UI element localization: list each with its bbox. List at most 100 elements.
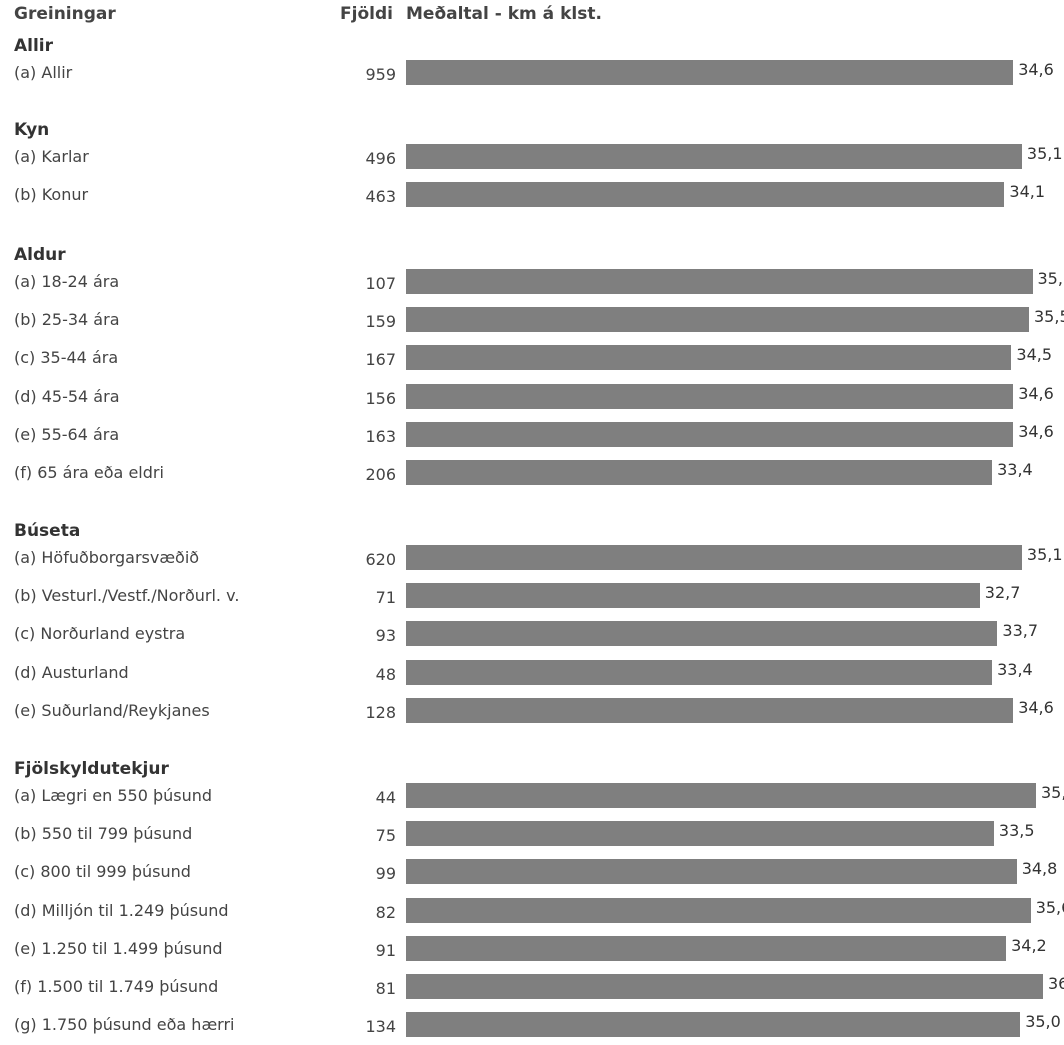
value-label: 34,2 (1011, 936, 1047, 955)
value-label: 35,0 (1025, 1012, 1061, 1031)
bar (406, 660, 992, 685)
category-label: (b) 25-34 ára (14, 310, 120, 329)
bar (406, 821, 994, 846)
category-label: (a) Lægri en 550 þúsund (14, 786, 212, 805)
group-title: Fjölskyldutekjur (14, 759, 169, 779)
count-label: 93 (330, 626, 396, 645)
value-label: 34,6 (1018, 422, 1054, 441)
chart-row: (f) 65 ára eða eldri 206 33,4 (0, 455, 1064, 493)
value-label: 33,4 (997, 660, 1033, 679)
count-label: 167 (330, 350, 396, 369)
value-label: 34,6 (1018, 384, 1054, 403)
category-label: (e) Suðurland/Reykjanes (14, 701, 210, 720)
value-label: 32,7 (985, 583, 1021, 602)
chart-row: (e) 1.250 til 1.499 þúsund 91 34,2 (0, 931, 1064, 969)
category-label: (a) Allir (14, 63, 72, 82)
count-label: 107 (330, 274, 396, 293)
bar (406, 269, 1033, 294)
header-medaltal: Meðaltal - km á klst. (406, 4, 602, 24)
count-label: 959 (330, 65, 396, 84)
chart-row: (c) 35-44 ára 167 34,5 (0, 340, 1064, 378)
value-label: 34,6 (1018, 698, 1054, 717)
bar (406, 307, 1029, 332)
bar (406, 545, 1022, 570)
bar (406, 60, 1013, 85)
count-label: 463 (330, 187, 396, 206)
category-label: (a) Karlar (14, 147, 89, 166)
category-label: (e) 55-64 ára (14, 425, 119, 444)
chart-row: (a) Höfuðborgarsvæðið 620 35,1 (0, 540, 1064, 578)
value-label: 35,1 (1027, 144, 1063, 163)
category-label: (a) Höfuðborgarsvæðið (14, 548, 199, 567)
chart-row: (b) Konur 463 34,1 (0, 177, 1064, 215)
bar (406, 974, 1043, 999)
bar (406, 583, 980, 608)
category-label: (b) Vesturl./Vestf./Norðurl. v. (14, 586, 239, 605)
value-label: 33,4 (997, 460, 1033, 479)
count-label: 75 (330, 826, 396, 845)
chart-row: (e) Suðurland/Reykjanes 128 34,6 (0, 693, 1064, 731)
count-label: 91 (330, 941, 396, 960)
value-label: 33,7 (1002, 621, 1038, 640)
chart-row: (b) Vesturl./Vestf./Norðurl. v. 71 32,7 (0, 578, 1064, 616)
value-label: 35,9 (1041, 783, 1064, 802)
count-label: 71 (330, 588, 396, 607)
count-label: 496 (330, 149, 396, 168)
count-label: 206 (330, 465, 396, 484)
category-label: (c) 35-44 ára (14, 348, 118, 367)
bar (406, 384, 1013, 409)
chart-row: (b) 550 til 799 þúsund 75 33,5 (0, 816, 1064, 854)
bar (406, 898, 1031, 923)
count-label: 620 (330, 550, 396, 569)
category-label: (d) Austurland (14, 663, 129, 682)
group-title: Allir (14, 36, 53, 56)
bar (406, 460, 992, 485)
bar (406, 422, 1013, 447)
chart-row: (g) 1.750 þúsund eða hærri 134 35,0 (0, 1007, 1064, 1045)
bar (406, 936, 1006, 961)
header-greiningar: Greiningar (14, 4, 116, 24)
value-label: 35,1 (1027, 545, 1063, 564)
count-label: 48 (330, 665, 396, 684)
category-label: (b) 550 til 799 þúsund (14, 824, 192, 843)
bar (406, 144, 1022, 169)
count-label: 99 (330, 864, 396, 883)
group-title: Búseta (14, 521, 80, 541)
category-label: (b) Konur (14, 185, 88, 204)
category-label: (g) 1.750 þúsund eða hærri (14, 1015, 234, 1034)
category-label: (f) 1.500 til 1.749 þúsund (14, 977, 218, 996)
category-label: (c) Norðurland eystra (14, 624, 185, 643)
value-label: 34,1 (1009, 182, 1045, 201)
count-label: 159 (330, 312, 396, 331)
category-label: (c) 800 til 999 þúsund (14, 862, 191, 881)
bar (406, 621, 997, 646)
chart-row: (c) Norðurland eystra 93 33,7 (0, 616, 1064, 654)
count-label: 134 (330, 1017, 396, 1036)
category-label: (a) 18-24 ára (14, 272, 119, 291)
value-label: 34,5 (1016, 345, 1052, 364)
bar (406, 345, 1011, 370)
category-label: (d) 45-54 ára (14, 387, 120, 406)
bar (406, 859, 1017, 884)
group-title: Aldur (14, 245, 66, 265)
value-label: 35,5 (1034, 307, 1064, 326)
value-label: 35,6 (1036, 898, 1064, 917)
bar (406, 1012, 1020, 1037)
bar (406, 182, 1004, 207)
chart-row: (a) Karlar 496 35,1 (0, 139, 1064, 177)
bar (406, 698, 1013, 723)
count-label: 44 (330, 788, 396, 807)
value-label: 33,5 (999, 821, 1035, 840)
header-fjoldi: Fjöldi (340, 4, 393, 24)
group-title: Kyn (14, 120, 49, 140)
category-label: (e) 1.250 til 1.499 þúsund (14, 939, 223, 958)
value-label: 36,3 (1048, 974, 1064, 993)
count-label: 128 (330, 703, 396, 722)
category-label: (f) 65 ára eða eldri (14, 463, 164, 482)
